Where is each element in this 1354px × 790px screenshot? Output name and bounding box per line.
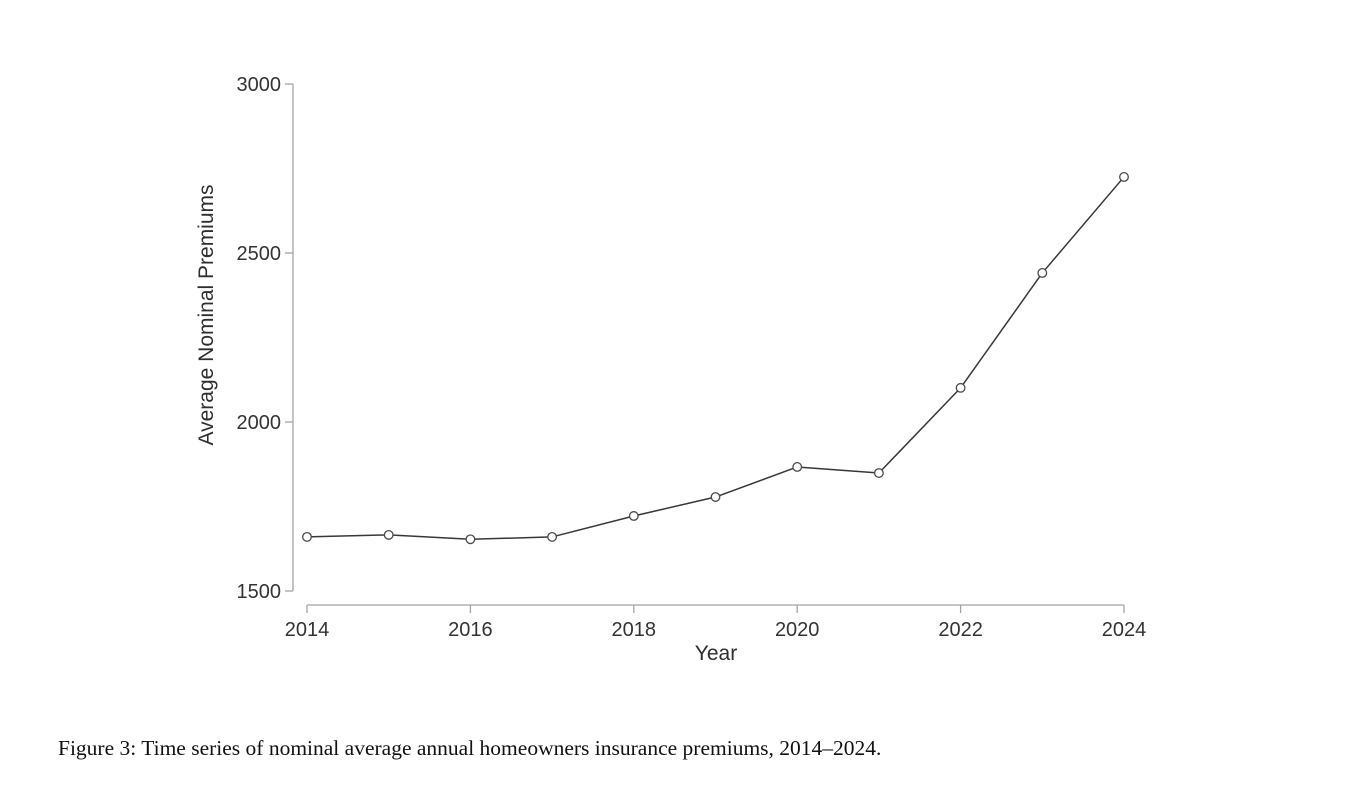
figure-caption: Figure 3: Time series of nominal average… (58, 736, 882, 760)
data-point-2017 (547, 531, 558, 542)
x-tick-label: 2016 (448, 619, 493, 641)
data-point-2024 (1119, 171, 1129, 182)
data-point-2014 (302, 531, 312, 542)
premiums-line-chart: 1500 2000 2500 3000 2014 2016 2018 2020 2022 2024 (237, 74, 1147, 641)
x-tick-label: 2014 (285, 619, 330, 641)
data-point-2022 (955, 382, 966, 393)
x-tick-label: 2020 (775, 619, 820, 641)
data-point-2023 (1037, 267, 1048, 278)
data-point-2021 (873, 468, 884, 478)
data-point-2016 (465, 534, 476, 545)
x-axis-title: Year (694, 642, 738, 665)
y-tick-label: 1500 (237, 581, 282, 603)
y-axis-title: Average Nominal Premiums (195, 184, 218, 446)
y-tick-label: 2000 (237, 412, 282, 434)
y-tick-label: 2500 (237, 243, 282, 265)
x-tick-label: 2024 (1102, 619, 1147, 641)
x-tick-label: 2018 (612, 619, 657, 641)
data-point-2018 (628, 511, 639, 521)
data-point-2020 (792, 462, 803, 472)
x-tick-label: 2022 (938, 619, 983, 641)
series-line (306, 176, 1125, 541)
data-point-2015 (383, 529, 394, 540)
data-point-2019 (710, 492, 721, 502)
y-tick-label: 3000 (237, 74, 282, 96)
